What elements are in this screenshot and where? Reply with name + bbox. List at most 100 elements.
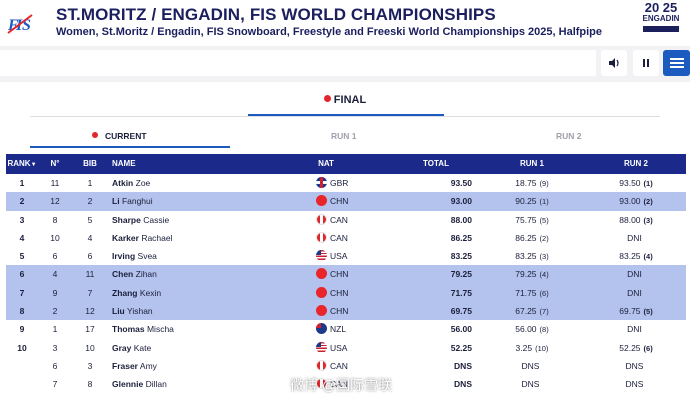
flag-icon <box>316 213 327 225</box>
page-subtitle: Women, St.Moritz / Engadin, FIS Snowboar… <box>56 26 603 38</box>
sound-button[interactable] <box>601 50 627 76</box>
athlete-name[interactable]: Glennie Dillan <box>112 379 167 390</box>
flag-icon <box>316 323 327 335</box>
total-cell: 86.25 <box>450 232 472 243</box>
number-cell: 3 <box>52 342 58 353</box>
championship-logo: 20 25 ENGADIN <box>636 1 686 44</box>
nation-cell: USA <box>316 247 396 265</box>
table-row[interactable]: 2 12 2 Li Fanghui CHN 93.00 90.25 (1) 93.00 (2) <box>6 192 686 211</box>
tab-run2[interactable]: RUN 2 <box>556 131 582 141</box>
menu-button[interactable] <box>663 50 690 76</box>
run1-cell: DNS <box>521 379 540 390</box>
total-cell: DNS <box>454 379 472 390</box>
rank-cell: 5 <box>19 251 25 262</box>
flag-icon <box>316 231 327 243</box>
total-cell: 83.25 <box>450 251 472 262</box>
col-run2: RUN 2 <box>623 159 648 168</box>
athlete-name[interactable]: Chen Zihan <box>112 269 157 280</box>
table-row[interactable]: 3 8 5 Sharpe Cassie CAN 88.00 75.75 (5) 88.00 (3) <box>6 211 686 229</box>
number-cell: 10 <box>50 232 60 243</box>
live-dot-icon <box>92 132 98 138</box>
run2-cell: 69.75 (5) <box>619 306 653 317</box>
nation-cell: CAN <box>316 375 396 393</box>
run1-cell: 79.25 (4) <box>515 269 549 280</box>
total-cell: 71.75 <box>450 287 472 298</box>
bib-cell: 3 <box>87 360 93 371</box>
tab-current-underline <box>30 146 230 148</box>
bib-cell: 12 <box>85 306 95 317</box>
number-cell: 4 <box>52 269 58 280</box>
total-cell: 93.00 <box>450 196 472 207</box>
nation-cell: GBR <box>316 174 396 192</box>
table-row[interactable]: 1 11 1 Atkin Zoe GBR 93.50 18.75 (9) 93.50 (1) <box>6 174 686 192</box>
athlete-name[interactable]: Sharpe Cassie <box>112 214 170 225</box>
run1-cell: 83.25 (3) <box>515 251 549 262</box>
tab-current[interactable]: CURRENT <box>92 131 147 141</box>
tab-run1[interactable]: RUN 1 <box>331 131 357 141</box>
nation-cell: CAN <box>316 357 396 375</box>
run1-cell: 3.25 (10) <box>515 342 549 353</box>
athlete-name[interactable]: Atkin Zoe <box>112 178 151 188</box>
run2-cell: DNI <box>627 232 642 243</box>
page-title: ST.MORITZ / ENGADIN, FIS WORLD CHAMPIONS… <box>56 5 496 24</box>
col-number: N° <box>50 159 60 168</box>
athlete-name[interactable]: Liu Yishan <box>112 306 153 317</box>
total-cell: 79.25 <box>450 269 472 280</box>
number-cell: 2 <box>52 306 58 317</box>
rank-cell: 6 <box>19 269 25 280</box>
athlete-name[interactable]: Karker Rachael <box>112 232 173 243</box>
run1-cell: 18.75 (9) <box>515 178 549 188</box>
flag-icon <box>316 378 327 390</box>
total-cell: 88.00 <box>450 214 472 225</box>
total-cell: 56.00 <box>450 324 472 335</box>
athlete-name[interactable]: Fraser Amy <box>112 360 157 371</box>
bib-cell: 8 <box>87 379 93 390</box>
athlete-name[interactable]: Irving Svea <box>112 251 157 262</box>
total-cell: 52.25 <box>450 342 472 353</box>
run2-cell: 83.25 (4) <box>619 251 653 262</box>
pause-button[interactable] <box>633 50 659 76</box>
rank-cell: 2 <box>19 196 25 207</box>
rank-cell: 1 <box>19 178 25 188</box>
header: F I S ST.MORITZ / ENGADIN, FIS WORLD CHA… <box>0 0 690 46</box>
table-row[interactable]: 5 6 6 Irving Svea USA 83.25 83.25 (3) 83.25 (4) <box>6 247 686 265</box>
nation-cell: CHN <box>316 192 396 210</box>
rank-cell: 3 <box>19 214 25 225</box>
athlete-name[interactable]: Li Fanghui <box>112 196 153 207</box>
table-row[interactable]: 7 9 7 Zhang Kexin CHN 71.75 71.75 (6) DNI <box>6 283 686 303</box>
athlete-name[interactable]: Gray Kate <box>112 342 152 353</box>
run2-cell: DNI <box>627 269 642 280</box>
run2-cell: DNS <box>625 360 644 371</box>
toolbar-bar <box>0 50 596 76</box>
hamburger-icon <box>669 58 684 68</box>
run1-cell: 71.75 (6) <box>515 287 549 298</box>
rank-cell: 10 <box>17 342 27 353</box>
flag-icon <box>316 286 327 298</box>
col-name: NAME <box>112 159 136 168</box>
athlete-name[interactable]: Zhang Kexin <box>112 287 162 298</box>
bib-cell: 6 <box>87 251 93 262</box>
results-panel: FINAL CURRENT RUN 1 RUN 2 RANK▼ N° BIB N… <box>0 82 690 402</box>
total-cell: 93.50 <box>450 178 472 188</box>
table-header: RANK▼ N° BIB NAME NAT TOTAL RUN 1 RUN 2 <box>6 154 686 174</box>
athlete-name[interactable]: Thomas Mischa <box>112 324 174 335</box>
number-cell: 6 <box>52 360 58 371</box>
rank-cell: 9 <box>19 324 25 335</box>
table-row[interactable]: 8 2 12 Liu Yishan CHN 69.75 67.25 (7) 69.75 (5) <box>6 302 686 321</box>
table-row[interactable]: 6 4 11 Chen Zihan CHN 79.25 79.25 (4) DNI <box>6 265 686 284</box>
nation-cell: CAN <box>316 211 396 229</box>
table-row[interactable]: 10 3 10 Gray Kate USA 52.25 3.25 (10) 52.25 (6) <box>6 339 686 357</box>
bib-cell: 5 <box>87 214 93 225</box>
bib-cell: 11 <box>85 269 95 280</box>
table-row[interactable]: 7 8 Glennie Dillan CAN DNS DNS DNS <box>6 375 686 393</box>
flag-icon <box>316 195 327 207</box>
watermark: 微博 @国际雪联 <box>290 377 393 393</box>
table-row[interactable]: 4 10 4 Karker Rachael CAN 86.25 86.25 (2) DNI <box>6 229 686 247</box>
table-row[interactable]: 9 1 17 Thomas Mischa NZL 56.00 56.00 (8) DNI <box>6 320 686 338</box>
table-row[interactable]: 6 3 Fraser Amy CAN DNS DNS DNS <box>6 357 686 375</box>
col-nat: NAT <box>318 159 334 168</box>
run2-cell: 52.25 (6) <box>619 342 653 353</box>
col-rank[interactable]: RANK▼ <box>7 159 37 168</box>
tab-final[interactable]: FINAL <box>0 94 690 106</box>
total-cell: 69.75 <box>450 306 472 317</box>
